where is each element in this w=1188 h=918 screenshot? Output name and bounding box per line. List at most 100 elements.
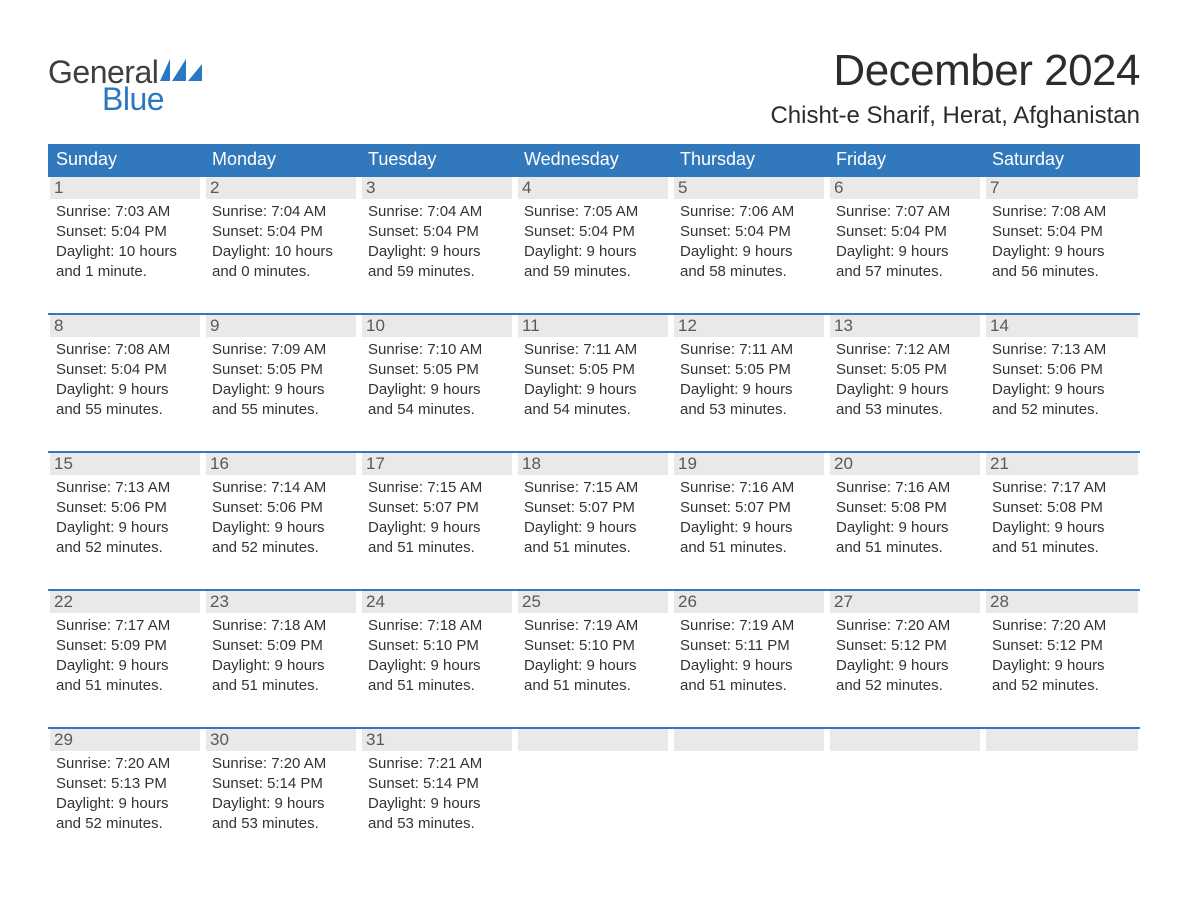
daylight-line1: Daylight: 9 hours [992, 380, 1136, 400]
daylight-line2: and 52 minutes. [56, 538, 200, 558]
day-cell: 28Sunrise: 7:20 AMSunset: 5:12 PMDayligh… [984, 591, 1140, 709]
day-cell: 16Sunrise: 7:14 AMSunset: 5:06 PMDayligh… [204, 453, 360, 571]
daylight-line2: and 51 minutes. [56, 676, 200, 696]
day-number: 3 [366, 178, 375, 197]
daylight-line1: Daylight: 9 hours [56, 518, 200, 538]
sunrise-text: Sunrise: 7:19 AM [680, 616, 824, 636]
day-number: 19 [678, 454, 697, 473]
daylight-line2: and 55 minutes. [56, 400, 200, 420]
day-details: Sunrise: 7:17 AMSunset: 5:09 PMDaylight:… [50, 613, 202, 698]
sunrise-text: Sunrise: 7:15 AM [368, 478, 512, 498]
week-row: 29Sunrise: 7:20 AMSunset: 5:13 PMDayligh… [48, 727, 1140, 847]
daylight-line2: and 1 minute. [56, 262, 200, 282]
page-title: December 2024 [770, 46, 1140, 96]
weekday-header: Thursday [672, 144, 828, 175]
day-details: Sunrise: 7:04 AMSunset: 5:04 PMDaylight:… [206, 199, 358, 284]
day-number: 12 [678, 316, 697, 335]
day-details: Sunrise: 7:09 AMSunset: 5:05 PMDaylight:… [206, 337, 358, 422]
day-cell: 21Sunrise: 7:17 AMSunset: 5:08 PMDayligh… [984, 453, 1140, 571]
day-cell: 5Sunrise: 7:06 AMSunset: 5:04 PMDaylight… [672, 177, 828, 295]
day-number-strip: 23 [206, 591, 358, 613]
sunrise-text: Sunrise: 7:19 AM [524, 616, 668, 636]
day-number-strip: 25 [518, 591, 670, 613]
sunrise-text: Sunrise: 7:04 AM [368, 202, 512, 222]
sunrise-text: Sunrise: 7:05 AM [524, 202, 668, 222]
title-block: December 2024 Chisht-e Sharif, Herat, Af… [770, 46, 1140, 130]
day-number: 2 [210, 178, 219, 197]
daylight-line2: and 53 minutes. [212, 814, 356, 834]
day-number-strip: 8 [50, 315, 202, 337]
day-number: 21 [990, 454, 1009, 473]
day-details: Sunrise: 7:11 AMSunset: 5:05 PMDaylight:… [518, 337, 670, 422]
sunrise-text: Sunrise: 7:12 AM [836, 340, 980, 360]
daylight-line1: Daylight: 9 hours [992, 656, 1136, 676]
day-cell: 27Sunrise: 7:20 AMSunset: 5:12 PMDayligh… [828, 591, 984, 709]
day-details: Sunrise: 7:10 AMSunset: 5:05 PMDaylight:… [362, 337, 514, 422]
week-row: 22Sunrise: 7:17 AMSunset: 5:09 PMDayligh… [48, 589, 1140, 709]
sunrise-text: Sunrise: 7:06 AM [680, 202, 824, 222]
day-details: Sunrise: 7:20 AMSunset: 5:14 PMDaylight:… [206, 751, 358, 836]
day-number-strip: 2 [206, 177, 358, 199]
daylight-line1: Daylight: 9 hours [56, 380, 200, 400]
daylight-line1: Daylight: 9 hours [992, 242, 1136, 262]
day-cell: 15 Sunrise: 7:13 AMSunset: 5:06 PMDayligh… [48, 453, 204, 571]
sunrise-text: Sunrise: 7:13 AM [992, 340, 1136, 360]
day-cell: 10Sunrise: 7:10 AMSunset: 5:05 PMDayligh… [360, 315, 516, 433]
day-number: 15 [54, 454, 73, 473]
day-number-strip: 10 [362, 315, 514, 337]
daylight-line2: and 51 minutes. [212, 676, 356, 696]
sunset-text: Sunset: 5:10 PM [368, 636, 512, 656]
day-details: Sunrise: 7:13 AMSunset: 5:06 PMDaylight:… [50, 475, 202, 560]
weekday-header: Saturday [984, 144, 1140, 175]
day-cell: 26Sunrise: 7:19 AMSunset: 5:11 PMDayligh… [672, 591, 828, 709]
daylight-line2: and 51 minutes. [524, 676, 668, 696]
day-number-strip: 19 [674, 453, 826, 475]
day-number: 6 [834, 178, 843, 197]
day-number-strip: 16 [206, 453, 358, 475]
sunset-text: Sunset: 5:05 PM [212, 360, 356, 380]
day-number: 25 [522, 592, 541, 611]
day-number-strip: 22 [50, 591, 202, 613]
day-details: Sunrise: 7:15 AMSunset: 5:07 PMDaylight:… [362, 475, 514, 560]
day-cell: . [828, 729, 984, 847]
sunset-text: Sunset: 5:04 PM [836, 222, 980, 242]
day-number-strip: 5 [674, 177, 826, 199]
day-details: Sunrise: 7:11 AMSunset: 5:05 PMDaylight:… [674, 337, 826, 422]
sunset-text: Sunset: 5:09 PM [212, 636, 356, 656]
daylight-line1: Daylight: 9 hours [56, 794, 200, 814]
sunset-text: Sunset: 5:12 PM [836, 636, 980, 656]
calendar: Sunday Monday Tuesday Wednesday Thursday… [48, 144, 1140, 847]
daylight-line1: Daylight: 9 hours [680, 518, 824, 538]
sunset-text: Sunset: 5:04 PM [56, 360, 200, 380]
day-number-strip: 20 [830, 453, 982, 475]
sunset-text: Sunset: 5:06 PM [992, 360, 1136, 380]
sunset-text: Sunset: 5:06 PM [56, 498, 200, 518]
day-number-strip: 3 [362, 177, 514, 199]
daylight-line2: and 52 minutes. [992, 400, 1136, 420]
daylight-line2: and 51 minutes. [524, 538, 668, 558]
day-number: 14 [990, 316, 1009, 335]
sunrise-text: Sunrise: 7:20 AM [56, 754, 200, 774]
sunrise-text: Sunrise: 7:09 AM [212, 340, 356, 360]
sunset-text: Sunset: 5:04 PM [368, 222, 512, 242]
sunrise-text: Sunrise: 7:08 AM [56, 340, 200, 360]
sunset-text: Sunset: 5:08 PM [836, 498, 980, 518]
day-number: 4 [522, 178, 531, 197]
day-cell: 22Sunrise: 7:17 AMSunset: 5:09 PMDayligh… [48, 591, 204, 709]
daylight-line1: Daylight: 9 hours [524, 242, 668, 262]
day-number-strip: 1 [50, 177, 202, 199]
page-subtitle: Chisht-e Sharif, Herat, Afghanistan [770, 102, 1140, 130]
day-number-strip: 31 [362, 729, 514, 751]
day-number: 26 [678, 592, 697, 611]
day-cell: . [516, 729, 672, 847]
daylight-line1: Daylight: 9 hours [368, 380, 512, 400]
logo-text-blue: Blue [102, 81, 164, 118]
sunset-text: Sunset: 5:05 PM [836, 360, 980, 380]
day-cell: 31Sunrise: 7:21 AMSunset: 5:14 PMDayligh… [360, 729, 516, 847]
sunset-text: Sunset: 5:04 PM [992, 222, 1136, 242]
day-number-strip: . [986, 729, 1138, 751]
day-number-strip: 17 [362, 453, 514, 475]
daylight-line1: Daylight: 10 hours [212, 242, 356, 262]
logo: General Blue [48, 54, 202, 118]
day-cell: 12 Sunrise: 7:11 AMSunset: 5:05 PMDayligh… [672, 315, 828, 433]
